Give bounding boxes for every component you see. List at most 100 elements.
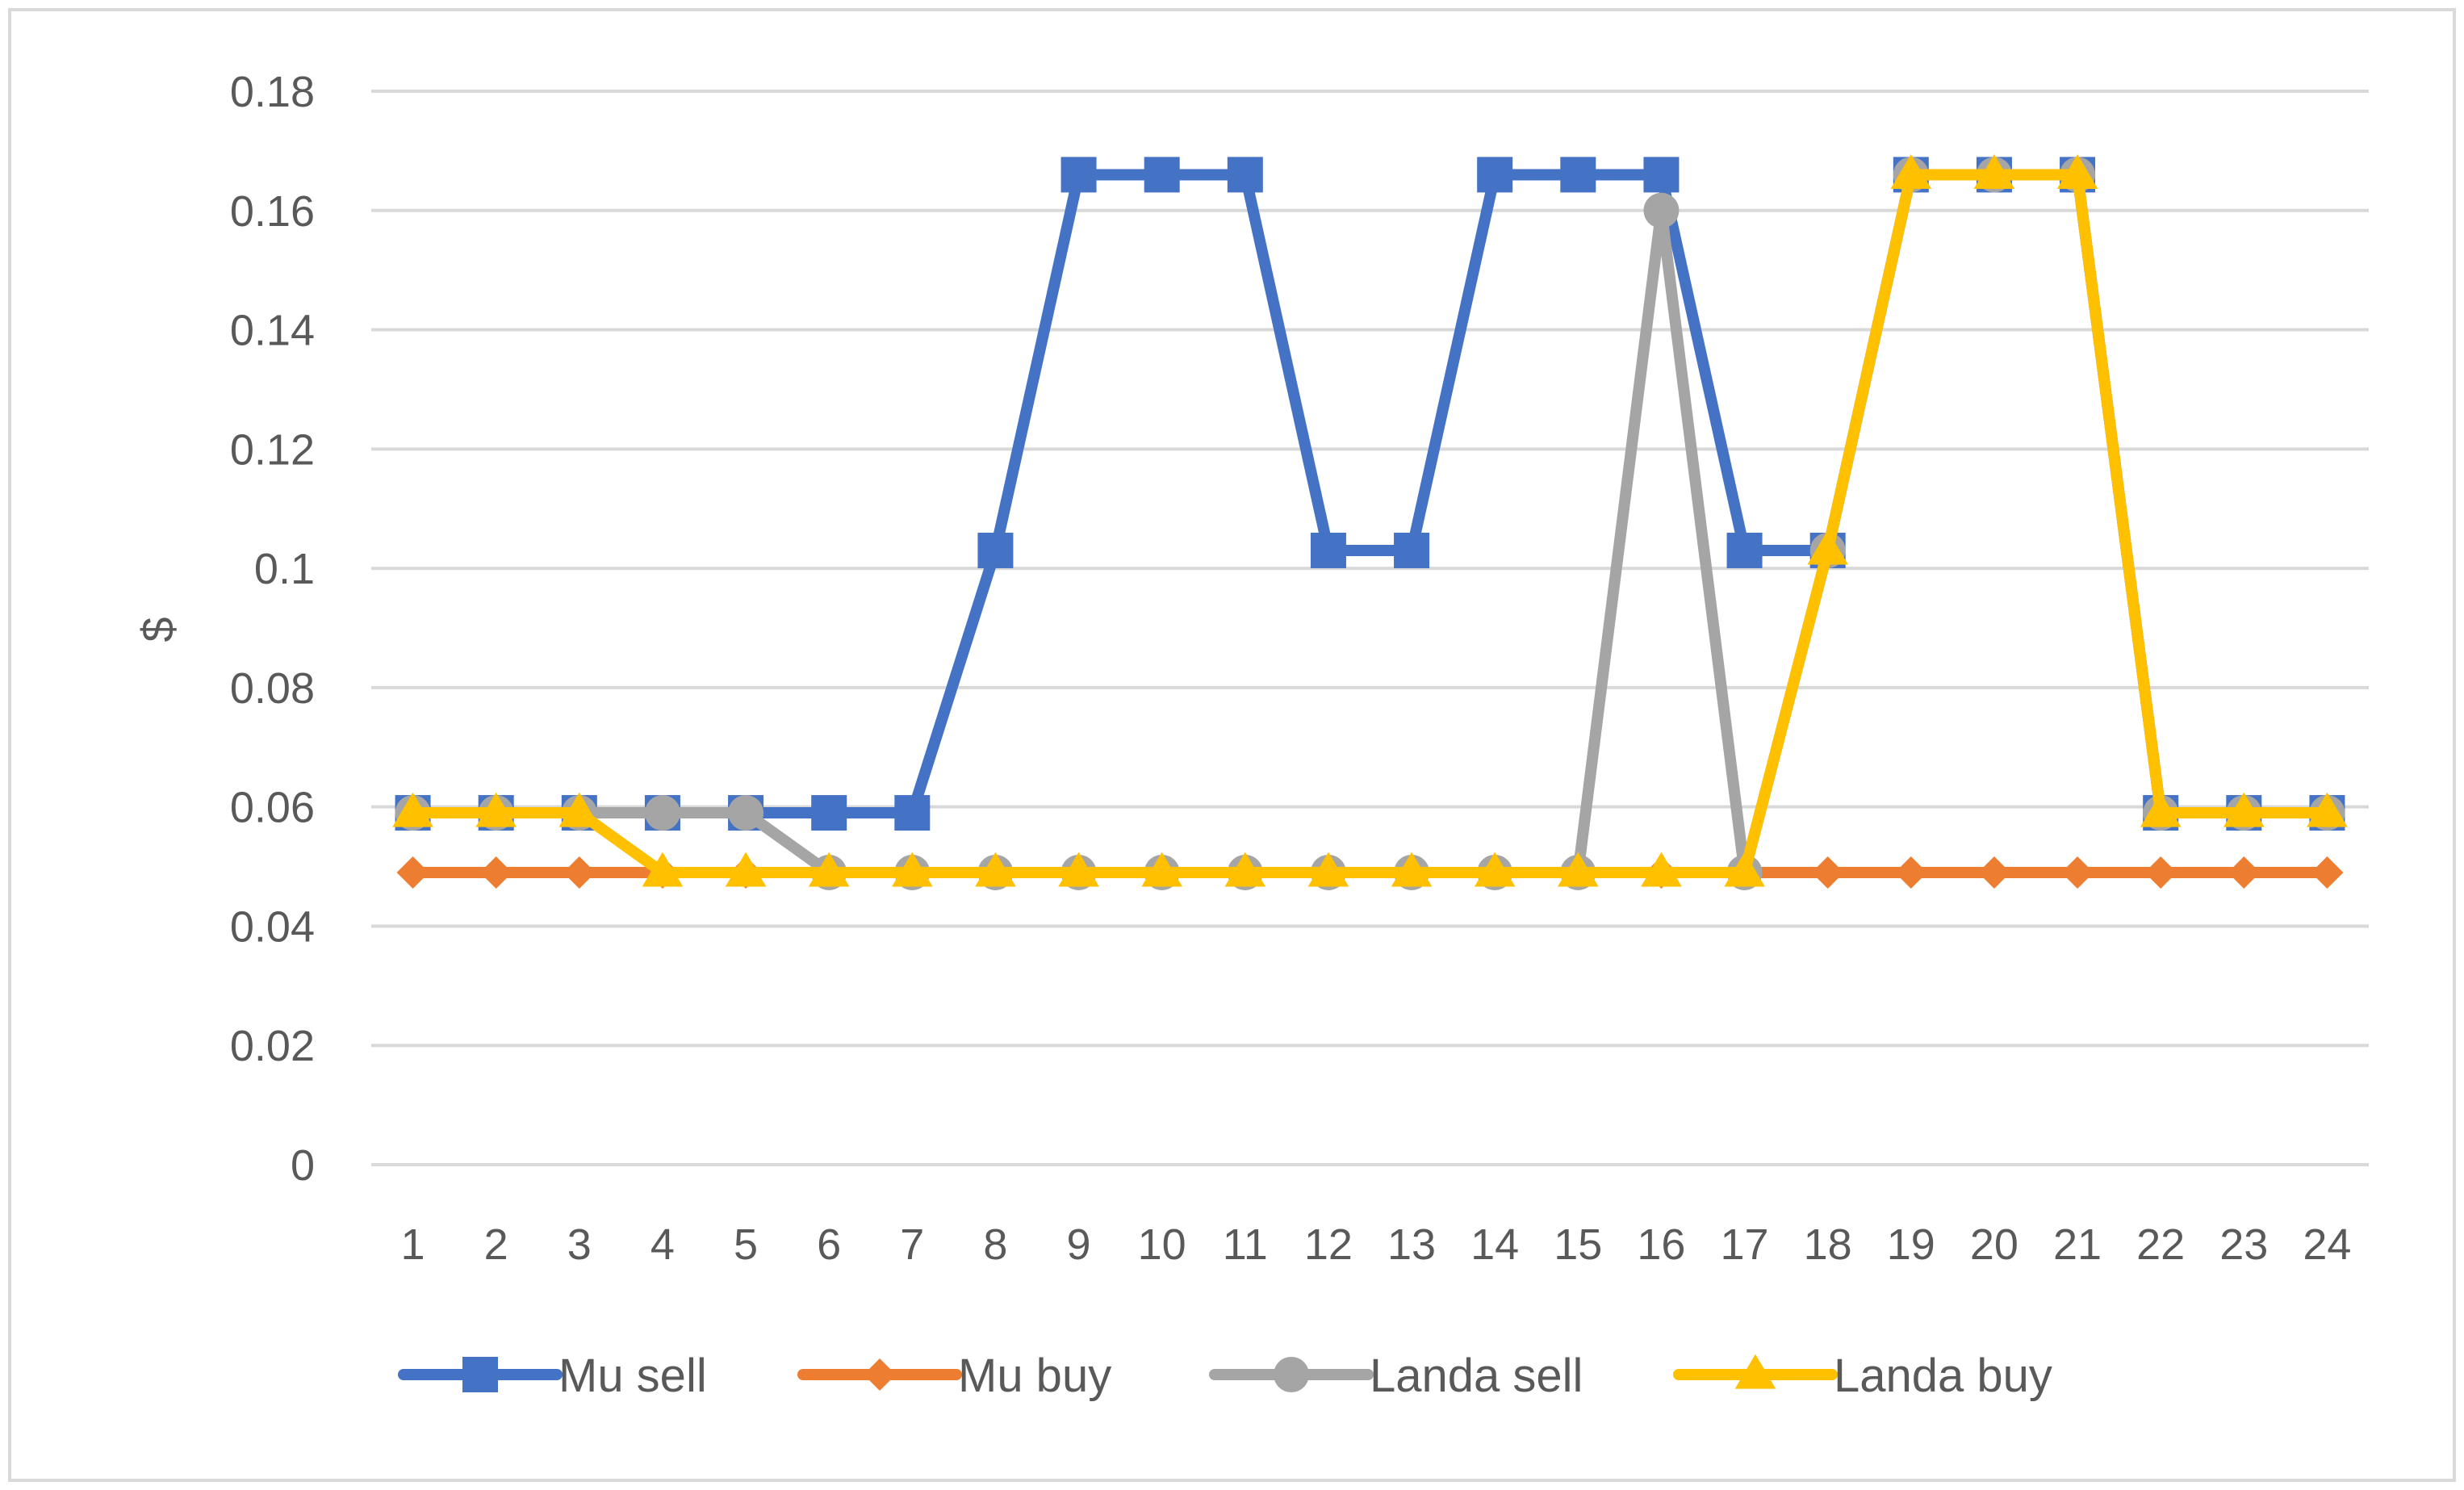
- legend-label: Mu sell: [558, 1350, 707, 1402]
- y-tick-label: 0.04: [230, 902, 315, 951]
- data-point: [475, 792, 517, 827]
- x-tick-label: 23: [2219, 1220, 2268, 1269]
- data-point: [563, 856, 596, 889]
- y-tick-label: 0.1: [254, 545, 315, 593]
- x-tick-label: 2: [484, 1220, 508, 1269]
- x-tick-label: 17: [1721, 1220, 1769, 1269]
- data-point: [1394, 532, 1430, 568]
- x-tick-label: 1: [401, 1220, 425, 1269]
- chart-frame: [8, 8, 2456, 1482]
- x-tick-label: 3: [567, 1220, 592, 1269]
- legend-label: Mu buy: [958, 1350, 1111, 1402]
- x-tick-label: 19: [1887, 1220, 1935, 1269]
- series-line: [407, 169, 2333, 819]
- data-point: [1144, 157, 1180, 193]
- x-tick-label: 4: [651, 1220, 675, 1269]
- data-point: [2140, 792, 2182, 827]
- y-axis-ticks: 0 0.02 0.04 0.06 0.08 0.1 0.12 0.14 0.16 0.18: [230, 68, 315, 1190]
- y-tick-label: 0.18: [230, 68, 315, 116]
- data-point: [2061, 856, 2094, 889]
- data-point: [1310, 532, 1346, 568]
- data-point: [2223, 792, 2265, 827]
- x-tick-label: 7: [900, 1220, 924, 1269]
- x-tick-label: 20: [1970, 1220, 2018, 1269]
- data-point: [725, 852, 767, 887]
- x-tick-label: 5: [734, 1220, 758, 1269]
- data-point: [811, 795, 847, 831]
- x-tick-label: 15: [1554, 1220, 1602, 1269]
- data-point: [1307, 852, 1349, 887]
- data-point: [1977, 856, 2010, 889]
- legend-marker: [1734, 1354, 1776, 1389]
- y-tick-label: 0.16: [230, 187, 315, 236]
- gridlines: [371, 90, 2369, 1166]
- data-point: [1474, 852, 1516, 887]
- legend-marker: [1274, 1357, 1309, 1392]
- data-point: [808, 852, 850, 887]
- data-point: [1643, 192, 1680, 228]
- y-tick-label: 0.06: [230, 784, 315, 832]
- x-tick-label: 6: [817, 1220, 841, 1269]
- x-tick-label: 22: [2136, 1220, 2185, 1269]
- data-point: [1643, 157, 1680, 193]
- legend-item: Mu sell: [398, 1350, 707, 1402]
- data-point: [2144, 856, 2177, 889]
- y-tick-label: 0.12: [230, 425, 315, 474]
- data-point: [479, 856, 512, 889]
- data-point: [1894, 856, 1927, 889]
- x-axis-ticks: 1 2 3 4 5 6 7 8 9 10 11 12 13 14 15 16 17 18 19 20 21 22 23 24: [401, 1220, 2352, 1269]
- x-tick-label: 16: [1637, 1220, 1685, 1269]
- data-point: [558, 792, 600, 827]
- data-point: [1558, 852, 1599, 887]
- data-point: [392, 792, 433, 827]
- y-tick-label: 0: [291, 1141, 315, 1190]
- x-tick-label: 12: [1304, 1220, 1353, 1269]
- legend-marker: [864, 1358, 896, 1391]
- y-tick-label: 0.14: [230, 307, 315, 355]
- x-tick-label: 8: [983, 1220, 1007, 1269]
- x-tick-label: 10: [1138, 1220, 1186, 1269]
- y-tick-label: 0.02: [230, 1022, 315, 1070]
- legend-item: Landa sell: [1209, 1350, 1583, 1402]
- series-landa-buy: [392, 154, 2348, 887]
- data-point: [1890, 154, 1932, 190]
- data-point: [396, 856, 429, 889]
- data-point: [2056, 154, 2098, 190]
- data-point: [1641, 852, 1682, 887]
- x-tick-label: 18: [1804, 1220, 1852, 1269]
- legend: Mu sell Mu buy Landa sell Landa buy: [398, 1350, 2052, 1402]
- legend-marker: [462, 1357, 498, 1392]
- data-point: [1227, 157, 1263, 193]
- y-tick-label: 0.08: [230, 664, 315, 713]
- y-axis-title-group: $: [132, 617, 183, 642]
- legend-item: Mu buy: [797, 1350, 1111, 1402]
- legend-label: Landa buy: [1834, 1350, 2052, 1402]
- x-tick-label: 21: [2053, 1220, 2102, 1269]
- data-point: [1058, 852, 1099, 887]
- data-point: [1807, 529, 1848, 565]
- legend-item: Landa buy: [1673, 1350, 2052, 1402]
- series-lines: [392, 154, 2348, 890]
- data-point: [892, 852, 933, 887]
- data-point: [894, 795, 931, 831]
- x-tick-label: 14: [1470, 1220, 1519, 1269]
- data-point: [1224, 852, 1266, 887]
- data-point: [1060, 157, 1097, 193]
- data-point: [644, 795, 680, 831]
- data-point: [977, 532, 1014, 568]
- series-landa-sell: [395, 157, 2345, 890]
- data-point: [2307, 792, 2348, 827]
- data-point: [1811, 856, 1844, 889]
- x-tick-label: 13: [1387, 1220, 1436, 1269]
- data-point: [2228, 856, 2261, 889]
- y-axis-title: $: [132, 617, 183, 642]
- x-tick-label: 11: [1223, 1220, 1268, 1269]
- data-point: [1724, 852, 1765, 887]
- data-point: [1391, 852, 1433, 887]
- data-point: [1726, 532, 1763, 568]
- data-point: [1477, 157, 1513, 193]
- data-point: [728, 795, 764, 831]
- data-point: [1141, 852, 1182, 887]
- legend-label: Landa sell: [1370, 1350, 1583, 1402]
